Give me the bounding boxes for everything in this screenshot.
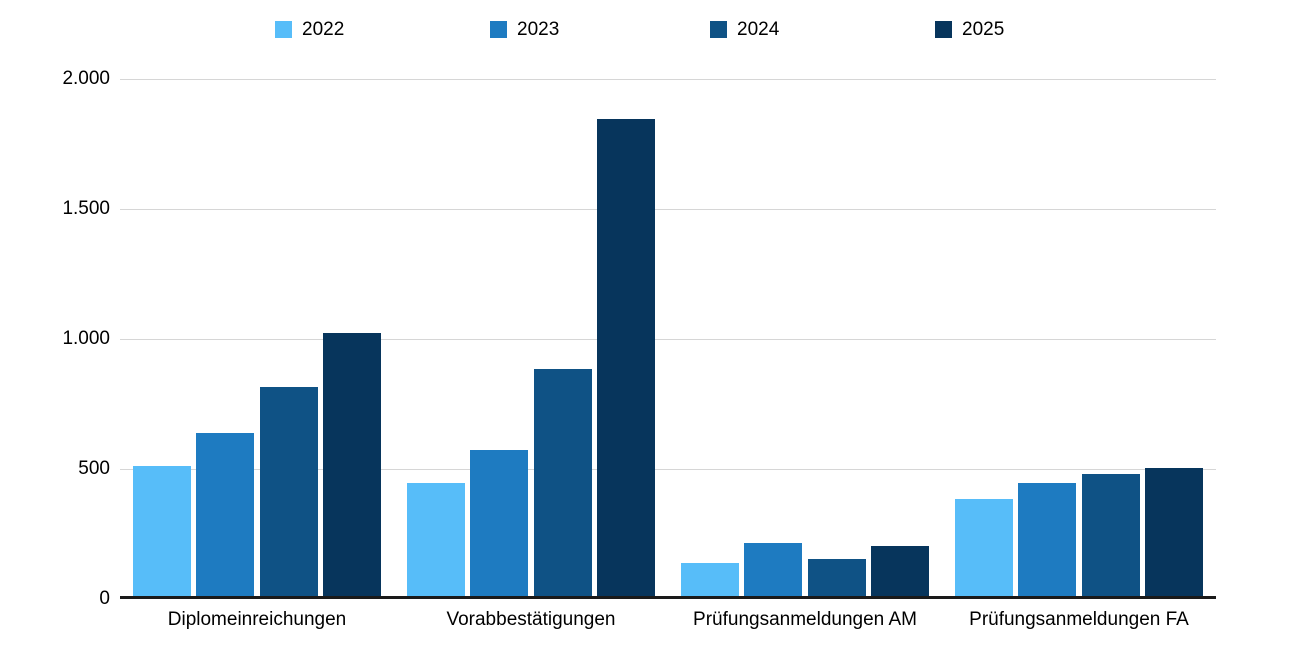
bar-vorabbestaetigungen-2023[interactable] — [470, 449, 529, 596]
gridline-1000 — [120, 339, 1216, 340]
bar-pruefungsanmeldungen-fa-2023[interactable] — [1018, 483, 1077, 596]
y-tick-label-2000: 2.000 — [62, 68, 110, 89]
y-tick-label-1000: 1.000 — [62, 328, 110, 349]
legend-swatch-2025 — [935, 21, 952, 38]
legend-label-2022: 2022 — [302, 19, 345, 40]
y-tick-label-0: 0 — [99, 588, 110, 609]
bar-pruefungsanmeldungen-am-2024[interactable] — [807, 558, 866, 596]
bar-pruefungsanmeldungen-fa-2024[interactable] — [1081, 474, 1140, 596]
legend-label-2023: 2023 — [517, 19, 560, 40]
bar-diplomeinreichungen-2025[interactable] — [323, 332, 382, 596]
x-axis-label-vorabbestaetigungen: Vorabbestätigungen — [446, 609, 616, 630]
legend-swatch-2024 — [710, 21, 727, 38]
y-tick-label-1500: 1.500 — [62, 198, 110, 219]
x-axis-baseline — [120, 596, 1216, 599]
x-axis-label-pruefungsanmeldungen-am: Prüfungsanmeldungen AM — [693, 609, 917, 630]
legend-item-2022[interactable]: 2022 — [275, 20, 344, 39]
legend-item-2025[interactable]: 2025 — [935, 20, 1004, 39]
legend: 2022 2023 2024 2025 — [0, 0, 1300, 56]
legend-item-2024[interactable]: 2024 — [710, 20, 779, 39]
legend-label-2025: 2025 — [962, 19, 1005, 40]
x-axis-label-pruefungsanmeldungen-fa: Prüfungsanmeldungen FA — [969, 609, 1189, 630]
bar-pruefungsanmeldungen-am-2023[interactable] — [744, 543, 803, 596]
bar-pruefungsanmeldungen-fa-2025[interactable] — [1145, 467, 1204, 596]
bar-vorabbestaetigungen-2022[interactable] — [406, 483, 465, 596]
gridline-500 — [120, 469, 1216, 470]
gridline-1500 — [120, 209, 1216, 210]
bar-pruefungsanmeldungen-am-2022[interactable] — [680, 562, 739, 596]
y-tick-label-500: 500 — [78, 458, 110, 479]
plot-area — [120, 79, 1216, 599]
legend-label-2024: 2024 — [737, 19, 780, 40]
bar-diplomeinreichungen-2024[interactable] — [259, 387, 318, 596]
gridline-2000 — [120, 79, 1216, 80]
bar-diplomeinreichungen-2023[interactable] — [196, 432, 255, 596]
bar-vorabbestaetigungen-2024[interactable] — [533, 368, 592, 596]
legend-swatch-2022 — [275, 21, 292, 38]
legend-swatch-2023 — [490, 21, 507, 38]
bar-pruefungsanmeldungen-am-2025[interactable] — [871, 545, 930, 596]
legend-item-2023[interactable]: 2023 — [490, 20, 559, 39]
bar-vorabbestaetigungen-2025[interactable] — [597, 119, 656, 596]
x-axis-label-diplomeinreichungen: Diplomeinreichungen — [167, 609, 347, 630]
bar-pruefungsanmeldungen-fa-2022[interactable] — [954, 498, 1013, 596]
bar-diplomeinreichungen-2022[interactable] — [132, 466, 191, 596]
